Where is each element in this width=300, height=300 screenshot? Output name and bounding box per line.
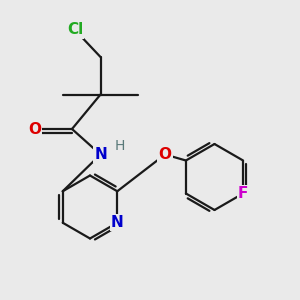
Text: Cl: Cl — [67, 22, 83, 38]
Text: F: F — [238, 186, 248, 201]
Text: O: O — [28, 122, 41, 136]
Text: H: H — [115, 139, 125, 152]
Text: O: O — [158, 147, 172, 162]
Text: N: N — [94, 147, 107, 162]
Text: N: N — [111, 215, 124, 230]
